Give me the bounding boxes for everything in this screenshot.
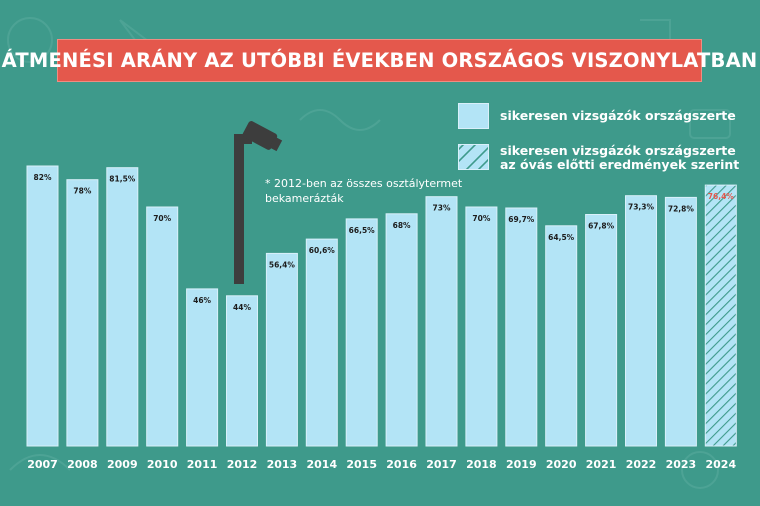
legend-label-solid: sikeresen vizsgázók országszerte [500,108,736,123]
x-tick-2008: 2008 [67,458,98,471]
bar-2009 [106,167,139,447]
value-label-2013: 56,4% [269,260,296,269]
bar-2020 [545,225,578,447]
x-tick-2012: 2012 [227,458,258,471]
value-label-2007: 82% [34,173,52,182]
legend-swatch-solid [458,103,489,129]
x-tick-2020: 2020 [546,458,577,471]
bar-2008 [66,179,99,447]
value-label-2015: 66,5% [349,226,376,235]
value-label-2011: 46% [193,296,211,305]
legend-swatch-hatched [458,144,489,170]
x-tick-2017: 2017 [426,458,457,471]
value-label-2012: 44% [233,303,251,312]
camera-note-line2: bekamerázták [265,192,344,205]
bar-2017 [425,196,458,447]
x-tick-2021: 2021 [586,458,617,471]
value-label-2010: 70% [153,214,171,223]
x-tick-2016: 2016 [386,458,417,471]
value-label-2024: 76,4% [708,192,735,201]
bar-2011 [186,288,219,447]
value-label-2014: 60,6% [309,246,336,255]
x-tick-2011: 2011 [187,458,218,471]
value-label-2016: 68% [393,221,411,230]
x-tick-2019: 2019 [506,458,537,471]
x-tick-2009: 2009 [107,458,138,471]
bar-2022 [625,195,657,447]
bar-2012 [226,295,258,447]
camera-note: * 2012-ben az összes osztálytermet bekam… [265,176,462,206]
x-tick-2010: 2010 [147,458,178,471]
value-label-2008: 78% [73,187,91,196]
bar-2021 [585,214,618,447]
value-label-2020: 64,5% [548,233,575,242]
x-tick-2007: 2007 [27,458,58,471]
bar-2010 [146,206,179,447]
camera-note-line1: * 2012-ben az összes osztálytermet [265,177,463,190]
x-tick-2022: 2022 [626,458,657,471]
chart-title-banner: ÁTMENÉSI ARÁNY AZ UTÓBBI ÉVEKBEN ORSZÁGO… [2,39,757,82]
value-label-2023: 72,8% [668,204,695,213]
x-tick-2015: 2015 [346,458,377,471]
x-tick-2018: 2018 [466,458,497,471]
security-camera-icon [234,121,283,284]
bar-2023 [664,196,697,447]
x-tick-2024: 2024 [705,458,736,471]
legend-label-hatched-line1: sikeresen vizsgázók országszerte [500,143,736,158]
bar-2007 [26,165,59,447]
x-tick-2014: 2014 [306,458,337,471]
chart-title: ÁTMENÉSI ARÁNY AZ UTÓBBI ÉVEKBEN ORSZÁGO… [1,49,758,72]
x-tick-2013: 2013 [267,458,298,471]
bar-2024 [704,184,737,447]
bar-2015 [345,218,378,447]
bar-2016 [385,213,418,447]
value-label-2018: 70% [472,214,490,223]
bar-2018 [465,206,498,447]
legend-label-hatched-line2: az óvás előtti eredmények szerint [500,157,740,172]
value-label-2022: 73,3% [628,203,655,212]
value-label-2021: 67,8% [588,222,615,231]
x-tick-2023: 2023 [666,458,697,471]
bar-2014 [305,238,338,447]
bar-2013 [265,252,298,447]
bar-2019 [505,207,538,447]
value-label-2009: 81,5% [109,175,136,184]
value-label-2017: 73% [433,204,451,213]
value-label-2019: 69,7% [508,215,535,224]
